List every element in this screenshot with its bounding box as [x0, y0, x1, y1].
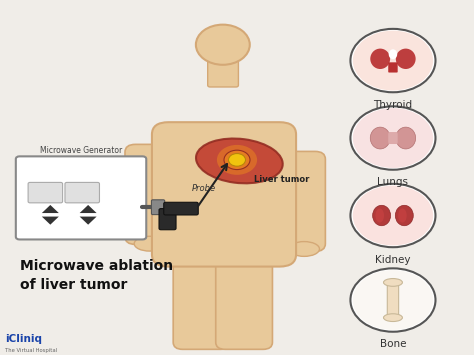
- Polygon shape: [80, 217, 97, 225]
- Text: Microwave ablation
of liver tumor: Microwave ablation of liver tumor: [19, 259, 173, 292]
- Text: The Virtual Hospital: The Virtual Hospital: [5, 348, 57, 353]
- Ellipse shape: [375, 208, 384, 223]
- Circle shape: [353, 186, 433, 245]
- Ellipse shape: [217, 145, 257, 175]
- FancyBboxPatch shape: [173, 240, 230, 349]
- Ellipse shape: [383, 279, 402, 286]
- Text: Bone: Bone: [380, 339, 406, 349]
- Text: Liver tumor: Liver tumor: [254, 175, 309, 184]
- Text: Thyroid: Thyroid: [374, 100, 412, 110]
- FancyBboxPatch shape: [152, 122, 296, 267]
- Polygon shape: [42, 217, 59, 225]
- FancyBboxPatch shape: [65, 182, 100, 203]
- Circle shape: [350, 268, 436, 332]
- Ellipse shape: [398, 208, 407, 223]
- FancyBboxPatch shape: [388, 62, 398, 72]
- Text: iCliniq: iCliniq: [5, 334, 42, 344]
- FancyBboxPatch shape: [164, 202, 198, 215]
- Text: Probe: Probe: [191, 184, 216, 193]
- Ellipse shape: [373, 205, 391, 226]
- Circle shape: [350, 29, 436, 92]
- Ellipse shape: [289, 241, 319, 256]
- Text: Microwave Generator: Microwave Generator: [40, 146, 122, 155]
- FancyBboxPatch shape: [159, 209, 176, 230]
- Circle shape: [353, 31, 433, 91]
- Ellipse shape: [134, 236, 165, 251]
- FancyBboxPatch shape: [388, 132, 398, 144]
- Circle shape: [353, 270, 433, 330]
- Circle shape: [353, 108, 433, 168]
- Ellipse shape: [396, 127, 416, 149]
- FancyBboxPatch shape: [387, 280, 399, 320]
- FancyBboxPatch shape: [16, 156, 146, 240]
- Polygon shape: [80, 205, 97, 213]
- Ellipse shape: [196, 138, 283, 183]
- FancyBboxPatch shape: [216, 240, 273, 349]
- FancyBboxPatch shape: [152, 200, 164, 215]
- Ellipse shape: [395, 205, 413, 226]
- Polygon shape: [42, 205, 59, 213]
- FancyBboxPatch shape: [262, 152, 325, 251]
- Ellipse shape: [389, 49, 397, 59]
- FancyBboxPatch shape: [208, 61, 238, 87]
- FancyBboxPatch shape: [125, 144, 188, 244]
- Circle shape: [228, 153, 246, 166]
- Text: Lungs: Lungs: [377, 178, 409, 187]
- Circle shape: [350, 106, 436, 170]
- Ellipse shape: [370, 127, 390, 149]
- Ellipse shape: [396, 49, 416, 69]
- Circle shape: [196, 24, 250, 65]
- Ellipse shape: [370, 49, 390, 69]
- Ellipse shape: [224, 150, 250, 170]
- Text: Kidney: Kidney: [375, 255, 410, 265]
- FancyBboxPatch shape: [28, 182, 63, 203]
- Circle shape: [350, 184, 436, 247]
- Ellipse shape: [383, 314, 402, 322]
